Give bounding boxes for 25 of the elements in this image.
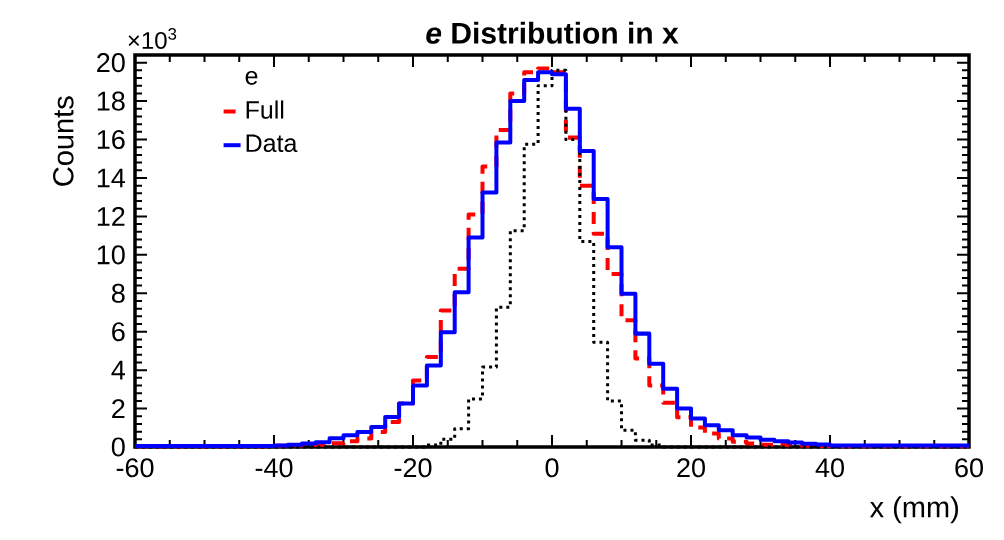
y-tick-label: 0 [111, 437, 125, 457]
y-tick-label: 20 [97, 53, 125, 73]
x-tick-label: 40 [815, 458, 844, 478]
legend-label: Full [246, 100, 284, 119]
y-tick-label: 6 [112, 322, 125, 342]
x-tick-label: -60 [116, 458, 154, 478]
text: ×10$^{3}$ [128, 27, 177, 49]
y-tick-label: 12 [97, 206, 125, 226]
y-tick-label: 14 [97, 168, 125, 188]
legend-label: Data [246, 134, 298, 153]
y-tick-label: 4 [111, 360, 125, 380]
x-tick-label: 0 [545, 458, 559, 478]
chart-title: e Distribution in x [426, 21, 679, 44]
x-tick-label: -20 [394, 458, 432, 478]
x-tick-label: 20 [677, 458, 705, 478]
legend-title: e [245, 70, 258, 85]
y-axis-title: Counts [53, 96, 74, 186]
y-tick-label: 18 [97, 91, 125, 111]
y-tick-label: 8 [111, 283, 125, 303]
y-tick-label: 10 [97, 245, 125, 265]
x-tick-label: -40 [255, 458, 293, 478]
x-tick-label: 60 [955, 458, 983, 478]
y-tick-label: 2 [112, 399, 125, 418]
x-axis-title: x (mm) [869, 496, 958, 524]
y-tick-label: 16 [97, 129, 125, 150]
